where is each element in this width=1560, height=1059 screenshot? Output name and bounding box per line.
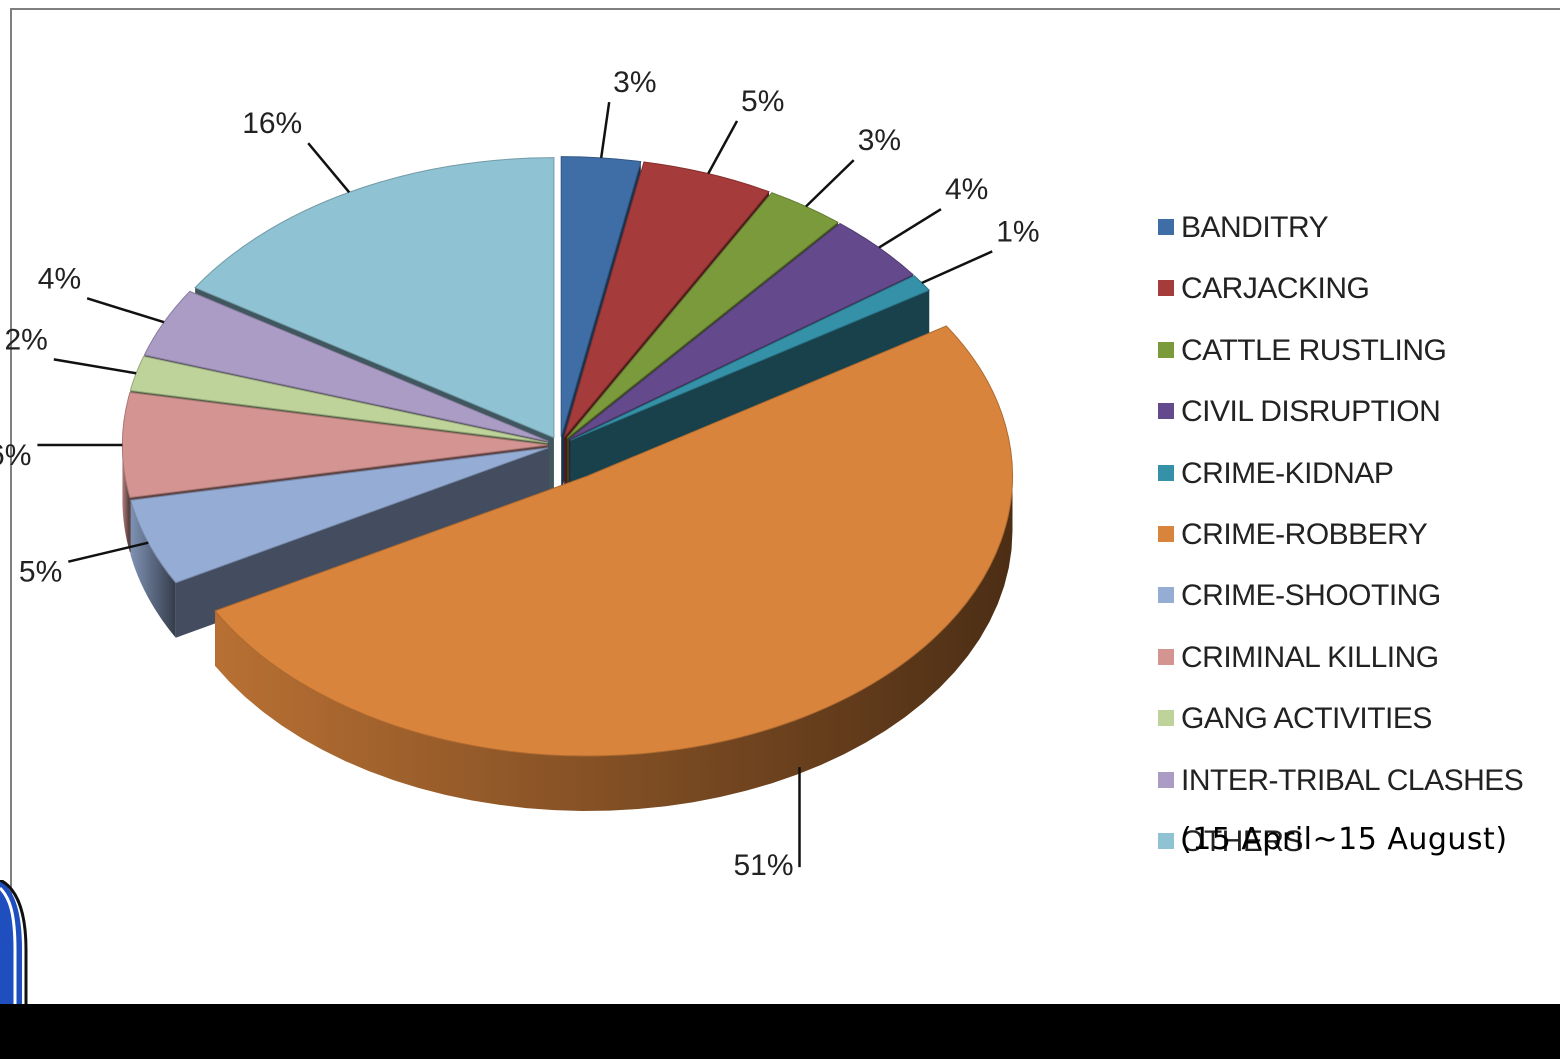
slice-inter-tribal-clashes bbox=[143, 290, 549, 442]
legend-swatch-crime-shooting bbox=[1158, 587, 1174, 604]
data-label-crime-shooting: 5% bbox=[19, 556, 62, 589]
legend-swatch-banditry bbox=[1158, 219, 1174, 236]
corner-decoration bbox=[0, 880, 28, 1010]
leader-gang-activities bbox=[53, 358, 137, 375]
data-label-carjacking: 5% bbox=[741, 85, 784, 118]
legend-swatch-crime-kidnap bbox=[1158, 464, 1174, 481]
legend-swatch-civil-disruption bbox=[1158, 403, 1174, 420]
legend-swatch-gang-activities bbox=[1158, 710, 1174, 727]
legend-item-cattle-rustling: CATTLE RUSTLING bbox=[1158, 331, 1523, 392]
data-label-criminal-killing: 6% bbox=[0, 439, 31, 472]
bottom-bar bbox=[0, 1004, 1560, 1059]
legend-item-carjacking: CARJACKING bbox=[1158, 269, 1523, 330]
legend-item-gang-activities: GANG ACTIVITIES bbox=[1158, 699, 1523, 760]
data-label-gang-activities: 2% bbox=[4, 323, 47, 356]
legend-label-criminal-killing: CRIMINAL KILLING bbox=[1181, 640, 1439, 674]
data-label-civil-disruption: 4% bbox=[945, 173, 988, 206]
leader-carjacking bbox=[707, 120, 739, 175]
legend-item-civil-disruption: CIVIL DISRUPTION bbox=[1158, 392, 1523, 453]
data-label-banditry: 3% bbox=[613, 66, 656, 99]
pie-tops bbox=[121, 156, 1013, 757]
data-label-crime-kidnap: 1% bbox=[996, 215, 1039, 248]
leader-crime-kidnap bbox=[921, 250, 993, 285]
data-label-inter-tribal-clashes: 4% bbox=[38, 262, 81, 295]
outer-wall-crime-shooting-0 bbox=[130, 500, 176, 638]
leader-others bbox=[307, 142, 351, 194]
legend-item-criminal-killing: CRIMINAL KILLING bbox=[1158, 638, 1523, 699]
pie-labels: 3%5%3%4%1%51%5%6%2%4%16% bbox=[0, 66, 1040, 882]
slice-crime-robbery bbox=[214, 325, 1013, 757]
slice-gang-activities bbox=[129, 355, 548, 444]
outer-wall-crime-robbery-0 bbox=[215, 475, 1013, 811]
legend-swatch-inter-tribal-clashes bbox=[1158, 771, 1174, 788]
leader-civil-disruption bbox=[878, 208, 942, 249]
slice-banditry bbox=[560, 156, 642, 437]
legend-label-crime-kidnap: CRIME-KIDNAP bbox=[1181, 456, 1394, 490]
legend-label-carjacking: CARJACKING bbox=[1181, 272, 1370, 306]
legend-label-banditry: BANDITRY bbox=[1181, 211, 1329, 244]
legend-label-cattle-rustling: CATTLE RUSTLING bbox=[1181, 333, 1447, 367]
legend-swatch-cattle-rustling bbox=[1158, 341, 1174, 358]
legend-label-crime-shooting: CRIME-SHOOTING bbox=[1181, 579, 1441, 613]
legend-item-banditry: BANDITRY bbox=[1158, 208, 1523, 269]
slice-criminal-killing bbox=[121, 391, 548, 499]
legend-swatch-criminal-killing bbox=[1158, 648, 1174, 665]
legend-item-inter-tribal-clashes: INTER-TRIBAL CLASHES bbox=[1158, 761, 1524, 822]
data-label-crime-robbery: 51% bbox=[733, 849, 793, 882]
leader-cattle-rustling bbox=[805, 159, 855, 208]
legend-item-crime-shooting: CRIME-SHOOTING bbox=[1158, 576, 1523, 637]
legend-swatch-crime-robbery bbox=[1158, 526, 1174, 543]
slice-civil-disruption bbox=[568, 222, 914, 440]
leader-banditry bbox=[599, 101, 611, 159]
leader-crime-shooting bbox=[68, 541, 149, 563]
slice-cattle-rustling bbox=[566, 192, 839, 439]
legend-item-others: OTHERS bbox=[1158, 822, 1523, 883]
data-label-cattle-rustling: 3% bbox=[858, 124, 901, 157]
legend-label-civil-disruption: CIVIL DISRUPTION bbox=[1181, 395, 1441, 429]
slice-crime-kidnap bbox=[570, 275, 931, 441]
legend-swatch-carjacking bbox=[1158, 280, 1174, 297]
slice-others bbox=[194, 157, 555, 439]
chart-legend: BANDITRY CARJACKING CATTLE RUSTLING CIVIL D… bbox=[1158, 208, 1524, 883]
legend-swatch-others bbox=[1158, 832, 1174, 849]
legend-item-crime-kidnap: CRIME-KIDNAP bbox=[1158, 454, 1523, 515]
slice-crime-shooting bbox=[130, 447, 549, 584]
legend-label-inter-tribal-clashes: INTER-TRIBAL CLASHES bbox=[1181, 763, 1524, 797]
data-label-others: 16% bbox=[242, 107, 302, 140]
legend-item-crime-robbery: CRIME-ROBBERY bbox=[1158, 515, 1523, 576]
chart-subtitle: (15 April~15 August) bbox=[1180, 822, 1508, 857]
legend-label-others: OTHERS bbox=[1181, 824, 1304, 858]
slice-carjacking bbox=[563, 161, 770, 438]
legend-label-gang-activities: GANG ACTIVITIES bbox=[1181, 702, 1432, 736]
side-wall-crime-kidnap-1 bbox=[570, 290, 930, 496]
leader-inter-tribal-clashes bbox=[86, 297, 165, 324]
legend-label-crime-robbery: CRIME-ROBBERY bbox=[1181, 517, 1428, 551]
